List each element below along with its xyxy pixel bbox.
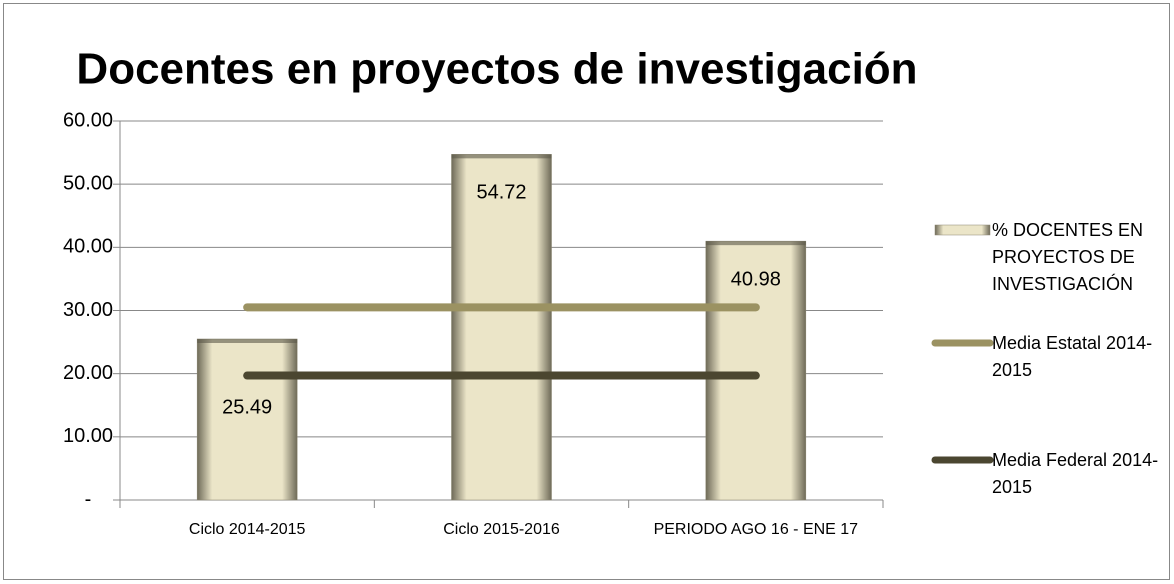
bar-top (705, 241, 806, 246)
legend-label: Media Estatal 2014-2015 (992, 333, 1153, 380)
x-tick-label: Ciclo 2015-2016 (443, 521, 560, 538)
data-label: 54.72 (476, 182, 526, 204)
bar-top (451, 154, 552, 159)
y-tick-label: 30.00 (63, 299, 113, 321)
data-label: 40.98 (731, 268, 781, 290)
y-tick-label: - (85, 488, 92, 510)
bar-top (197, 338, 298, 343)
x-tick-label: PERIODO AGO 16 - ENE 17 (653, 521, 859, 538)
legend-label: % DOCENTES EN PROYECTOS DE INVESTIGACIÓN (992, 220, 1144, 294)
y-tick-label: 20.00 (63, 362, 113, 384)
legend-label: Media Federal 2014-2015 (992, 450, 1159, 497)
bar (705, 240, 807, 501)
y-tick-label: 60.00 (63, 109, 113, 131)
bar (451, 154, 552, 501)
y-tick-label: 50.00 (63, 172, 113, 194)
y-tick-label: 40.00 (63, 236, 113, 258)
y-tick-label: 10.00 (63, 425, 113, 447)
x-tick-label: Ciclo 2014-2015 (188, 521, 306, 538)
legend-swatch (934, 224, 991, 236)
bar (196, 338, 298, 501)
data-label: 25.49 (222, 396, 272, 418)
chart-title: Docentes en proyectos de investigación (76, 45, 917, 94)
